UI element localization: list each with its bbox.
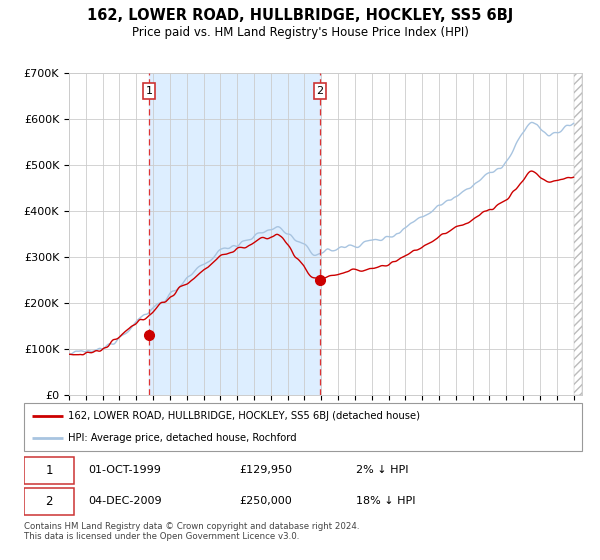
Text: £129,950: £129,950	[239, 465, 292, 475]
Text: 2: 2	[316, 86, 323, 96]
Text: 162, LOWER ROAD, HULLBRIDGE, HOCKLEY, SS5 6BJ (detached house): 162, LOWER ROAD, HULLBRIDGE, HOCKLEY, SS…	[68, 411, 419, 421]
Text: HPI: Average price, detached house, Rochford: HPI: Average price, detached house, Roch…	[68, 433, 296, 443]
Text: 1: 1	[145, 86, 152, 96]
Text: 01-OCT-1999: 01-OCT-1999	[88, 465, 161, 475]
Text: 162, LOWER ROAD, HULLBRIDGE, HOCKLEY, SS5 6BJ: 162, LOWER ROAD, HULLBRIDGE, HOCKLEY, SS…	[87, 8, 513, 24]
Text: £250,000: £250,000	[239, 496, 292, 506]
FancyBboxPatch shape	[24, 488, 74, 515]
Text: 2% ↓ HPI: 2% ↓ HPI	[356, 465, 409, 475]
Text: Contains HM Land Registry data © Crown copyright and database right 2024.
This d: Contains HM Land Registry data © Crown c…	[24, 522, 359, 542]
FancyBboxPatch shape	[24, 457, 74, 484]
Text: Price paid vs. HM Land Registry's House Price Index (HPI): Price paid vs. HM Land Registry's House …	[131, 26, 469, 39]
FancyBboxPatch shape	[24, 403, 582, 451]
Text: 1: 1	[46, 464, 53, 477]
Text: 04-DEC-2009: 04-DEC-2009	[88, 496, 162, 506]
Bar	[149, 73, 320, 395]
Text: 18% ↓ HPI: 18% ↓ HPI	[356, 496, 416, 506]
Text: 2: 2	[46, 494, 53, 508]
